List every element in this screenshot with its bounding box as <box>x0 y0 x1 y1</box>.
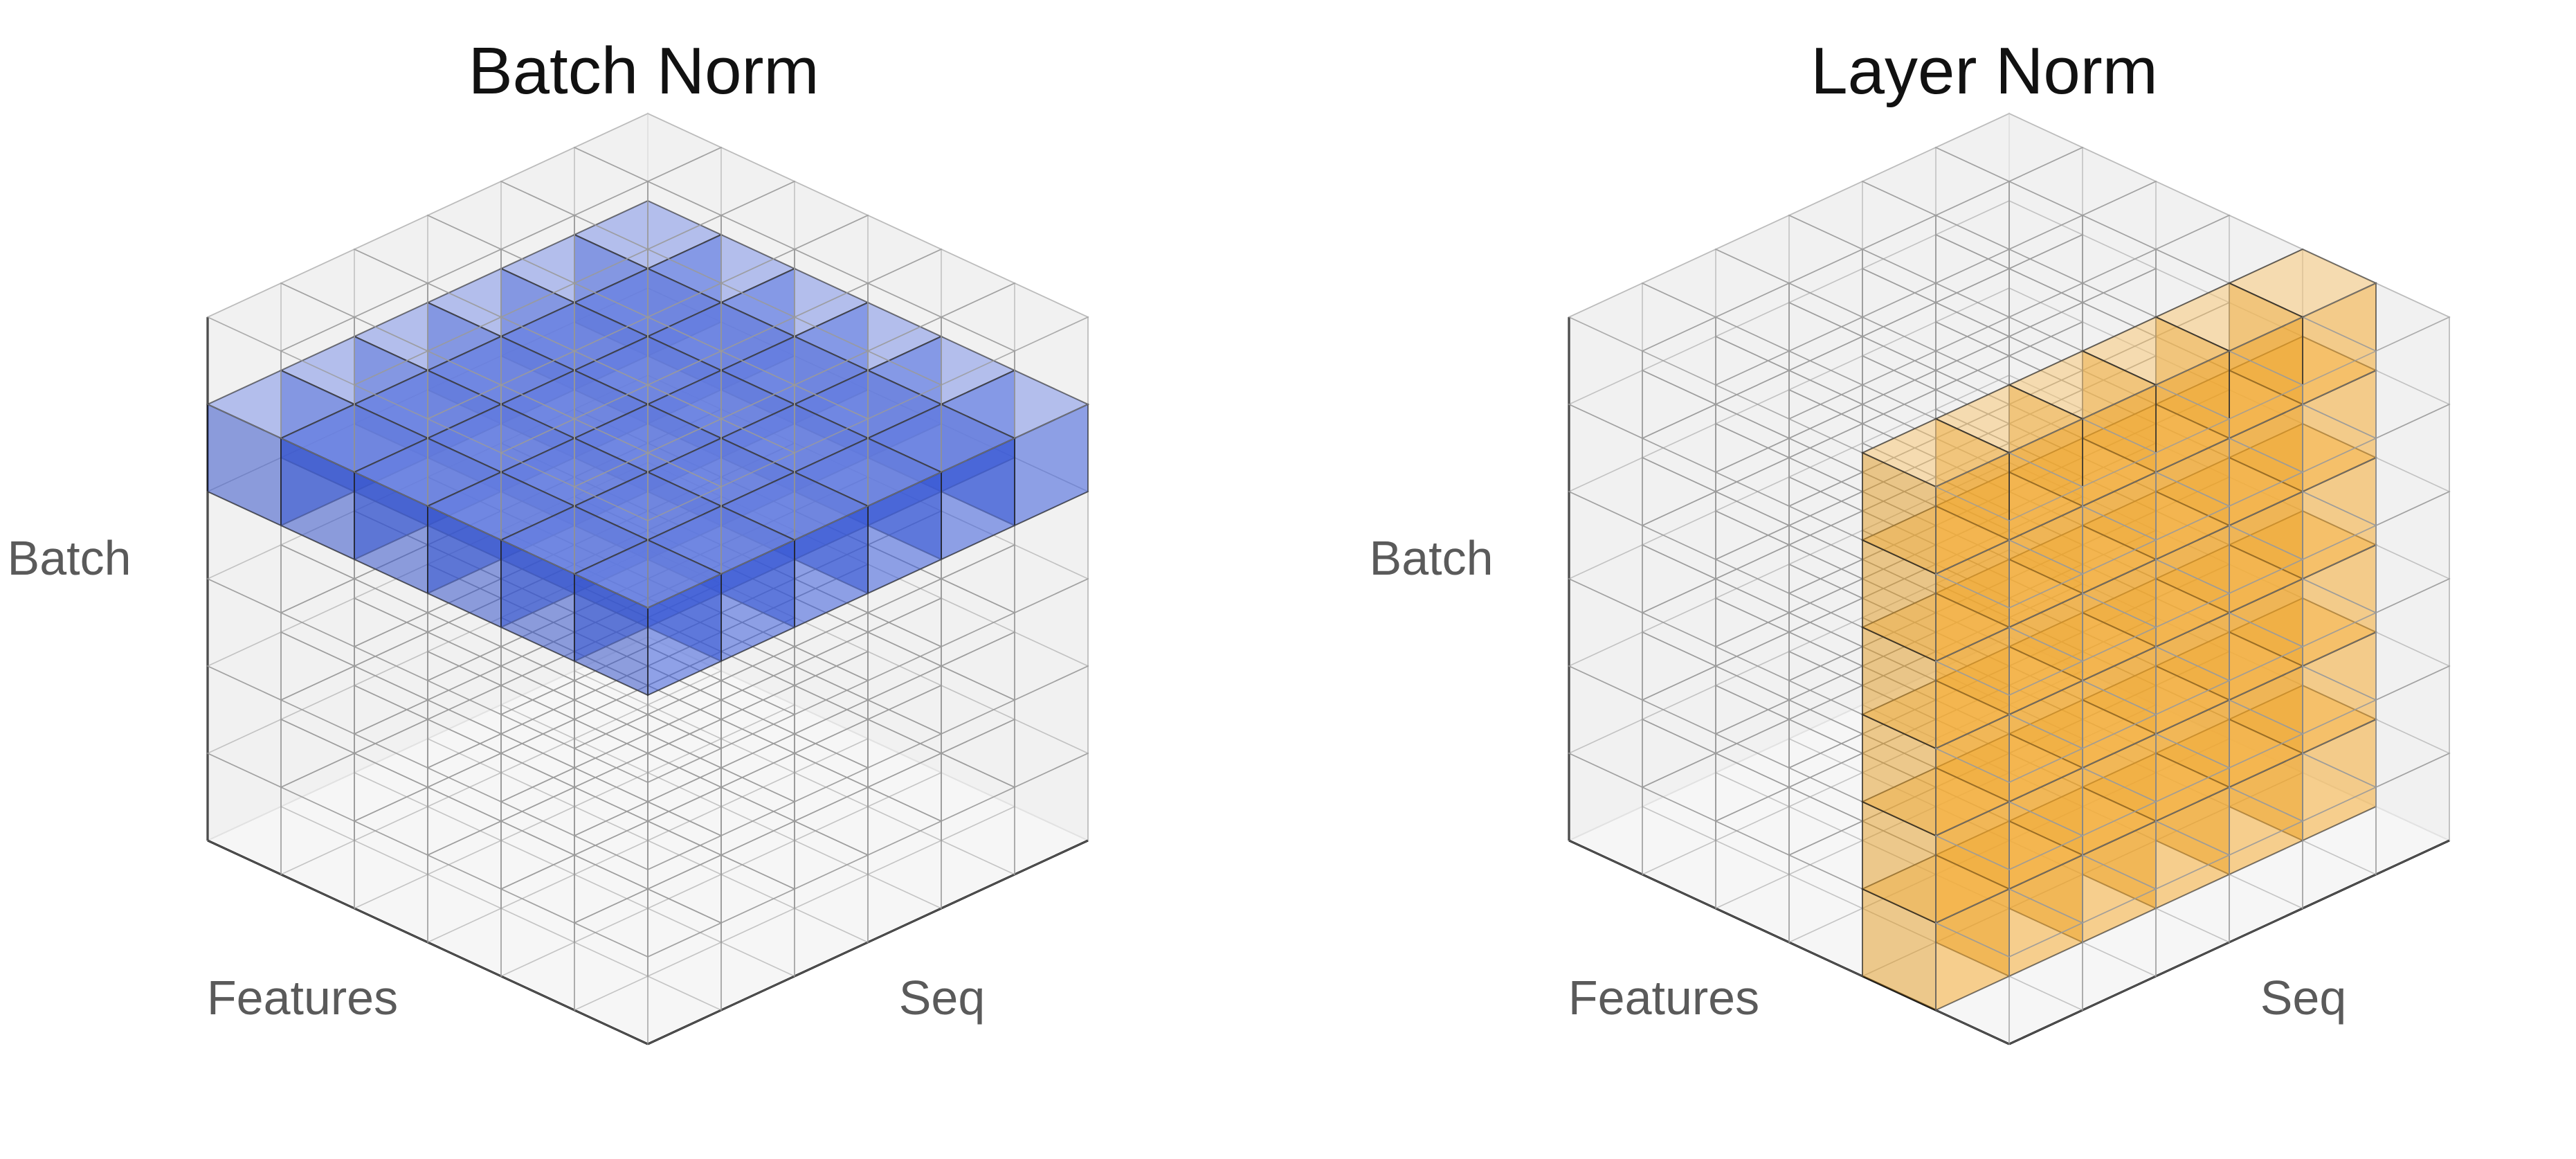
batch-norm-cube-grid <box>206 113 1090 1045</box>
layer-norm-batch-axis-label: Batch <box>1370 531 1494 585</box>
layer-norm-cube-grid <box>1568 113 2451 1045</box>
layer-norm-highlighted-cube <box>1860 417 2011 575</box>
layer-norm-seq-axis-label: Seq <box>2260 971 2347 1025</box>
layer-norm-grid-cube <box>1934 452 2084 609</box>
batch-norm-batch-axis-label: Batch <box>8 531 131 585</box>
batch-norm-features-axis-label: Features <box>207 971 398 1025</box>
batch-norm-seq-axis-label: Seq <box>899 971 986 1025</box>
layer-norm-title: Layer Norm <box>1811 34 2157 108</box>
batch-norm-grid-cube <box>573 452 723 609</box>
layer-norm-panel: Layer Norm Batch Features Seq <box>1370 34 2451 1045</box>
layer-norm-features-axis-label: Features <box>1568 971 1759 1025</box>
batch-norm-panel: Batch Norm Batch Features Seq <box>8 34 1090 1045</box>
batch-norm-title: Batch Norm <box>469 34 819 108</box>
